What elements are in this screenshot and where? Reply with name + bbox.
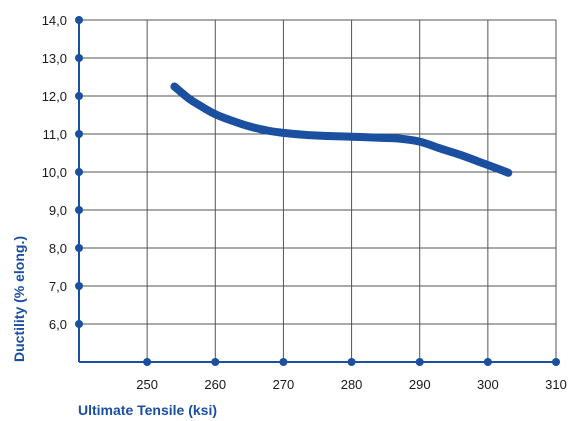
x-tick-dot — [415, 358, 424, 366]
y-tick-dot — [75, 92, 83, 100]
x-tick-dot — [552, 358, 560, 366]
gridlines — [79, 19, 557, 362]
x-tick-label: 280 — [341, 377, 363, 392]
y-tick-label: 12,0 — [42, 89, 67, 104]
x-tick-label: 260 — [204, 377, 226, 392]
y-tick-dot — [75, 206, 83, 214]
y-tick-dot — [75, 168, 83, 176]
x-tick-label: 290 — [409, 377, 431, 392]
x-tick-dot — [483, 358, 492, 366]
y-tick-dot — [75, 130, 83, 138]
y-tick-label: 9,0 — [49, 203, 67, 218]
y-tick-label: 11,0 — [43, 127, 67, 142]
x-tick-label: 310 — [545, 377, 567, 392]
y-tick-dot — [75, 244, 83, 252]
y-tick-label: 14,0 — [42, 13, 67, 28]
y-tick-label: 6,0 — [49, 317, 67, 332]
y-tick-dot — [75, 282, 83, 290]
x-axis-title: Ultimate Tensile (ksi) — [78, 402, 217, 418]
series-line — [170, 82, 513, 177]
series — [170, 82, 513, 177]
y-tick-label: 7,0 — [49, 279, 67, 294]
y-tick-label: 8,0 — [49, 241, 67, 256]
ticks: 250 260 270 280 290 300 310 6,0 7,0 8,0 9,0 10,0 11,… — [42, 13, 567, 392]
y-tick-dot — [75, 16, 83, 24]
x-tick-dot — [279, 358, 288, 366]
y-axis-title: Ductility (% elong.) — [11, 236, 27, 362]
axes — [78, 20, 556, 363]
x-tick-label: 300 — [477, 377, 499, 392]
y-tick-dot — [75, 54, 83, 62]
x-tick-label: 270 — [273, 377, 295, 392]
x-tick-dot — [347, 358, 356, 366]
y-tick-dot — [75, 320, 83, 328]
x-tick-dot — [143, 358, 152, 366]
x-tick-dot — [211, 358, 220, 366]
x-tick-label: 250 — [136, 377, 158, 392]
y-tick-label: 10,0 — [42, 165, 67, 180]
y-tick-label: 13,0 — [42, 51, 67, 66]
